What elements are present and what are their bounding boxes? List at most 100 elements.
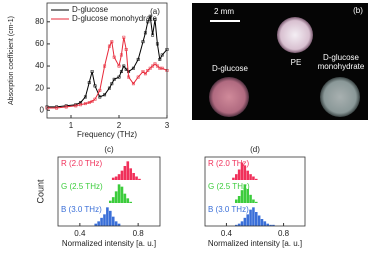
x-tick-label: 0.8: [278, 229, 290, 238]
data-point: [119, 53, 123, 57]
scale-bar-label: 2 mm: [214, 7, 234, 16]
panel-label: (b): [353, 6, 363, 15]
histogram-bar: [117, 174, 121, 180]
histogram-bar: [235, 224, 238, 226]
data-line: [47, 14, 168, 108]
data-point: [87, 101, 91, 104]
pe-sample: [277, 17, 313, 53]
series-label: B (3.0 THz): [61, 205, 102, 214]
data-point: [83, 95, 87, 99]
panel-label: (c): [104, 145, 114, 154]
y-axis-label: Absorption coefficient (cm-1): [8, 16, 15, 105]
histogram-bar: [109, 200, 112, 203]
data-point: [112, 55, 116, 59]
histogram-bar: [252, 199, 255, 203]
histogram-bar: [243, 166, 247, 180]
histogram-bar: [255, 212, 258, 226]
histogram-bar: [135, 176, 138, 180]
histogram-bar: [111, 216, 115, 226]
x-tick-label: 2: [117, 121, 122, 130]
histogram-bar: [272, 224, 275, 226]
histogram-bar: [103, 214, 106, 226]
data-point: [90, 99, 94, 103]
legend-label: D-glucose monohydrate: [72, 14, 157, 23]
x-tick-label: 0.4: [221, 229, 233, 238]
glucose-sample: [209, 77, 249, 117]
histogram-bar: [240, 190, 244, 203]
histogram-bar: [255, 201, 258, 203]
series-label: G (2.5 THz): [61, 182, 103, 191]
data-point: [148, 14, 152, 18]
sample-label: D-glucose monohydrate: [317, 53, 365, 71]
data-point: [160, 53, 164, 57]
y-tick-label: 20: [35, 83, 44, 92]
data-point: [90, 70, 94, 74]
series-label: R (2.0 THz): [61, 159, 103, 168]
histogram-bar: [106, 207, 109, 226]
data-point: [146, 69, 150, 72]
sample-label: PE: [291, 58, 302, 67]
histogram-bar: [117, 223, 121, 226]
histogram-bar: [100, 217, 103, 226]
histogram-bar: [235, 199, 238, 203]
histogram-bar: [257, 215, 261, 226]
x-tick-label: 0.8: [133, 229, 145, 238]
y-tick-label: 40: [35, 61, 44, 70]
series-label: B (3.0 THz): [208, 205, 249, 214]
histogram-bar: [266, 223, 269, 226]
histogram-bar: [255, 178, 258, 180]
y-axis-label: Count: [35, 179, 45, 204]
histogram-bar: [240, 221, 244, 226]
histogram-bar: [126, 198, 130, 203]
histogram-bar: [246, 214, 249, 226]
histogram-bar: [120, 186, 124, 203]
histogram-bar: [249, 194, 252, 203]
data-point: [143, 31, 147, 35]
y-tick-label: 0: [40, 105, 45, 114]
histogram-bar: [129, 168, 133, 180]
histogram-bar: [260, 219, 264, 226]
data-point: [155, 64, 159, 68]
panel-label: (d): [250, 145, 260, 154]
histogram-bar: [111, 197, 115, 203]
histogram-bar: [123, 166, 127, 180]
y-tick-label: 80: [35, 17, 44, 26]
data-point: [122, 35, 126, 39]
data-line: [47, 37, 168, 109]
histogram-bar: [132, 173, 135, 180]
histogram-bar: [120, 170, 124, 180]
data-point: [131, 82, 135, 86]
histogram-bar: [117, 184, 121, 203]
data-point: [74, 104, 78, 108]
data-point: [151, 33, 155, 37]
data-point: [158, 57, 162, 61]
data-point: [148, 66, 152, 70]
histogram-bar: [237, 169, 241, 180]
data-point: [155, 42, 159, 46]
x-tick-label: 1: [69, 121, 74, 130]
data-point: [55, 106, 59, 110]
data-point: [131, 66, 135, 70]
data-point: [98, 95, 102, 99]
data-point: [153, 62, 157, 66]
data-point: [112, 77, 116, 81]
histogram-bar: [138, 178, 141, 180]
data-point: [136, 57, 140, 61]
data-point: [127, 75, 131, 79]
histogram-bar: [237, 223, 241, 226]
histogram-bar: [94, 223, 98, 226]
data-point: [83, 102, 87, 106]
data-point: [117, 64, 121, 68]
histogram-bar: [246, 170, 249, 180]
histogram-bar: [249, 174, 252, 180]
data-point: [151, 64, 155, 68]
panel-label: (a): [150, 7, 160, 16]
histogram-bar: [269, 224, 272, 226]
data-point: [136, 75, 140, 79]
histogram-bar: [249, 209, 252, 226]
data-point: [110, 82, 114, 86]
data-point: [141, 70, 145, 74]
x-axis-label: Frequency (THz): [77, 130, 137, 139]
